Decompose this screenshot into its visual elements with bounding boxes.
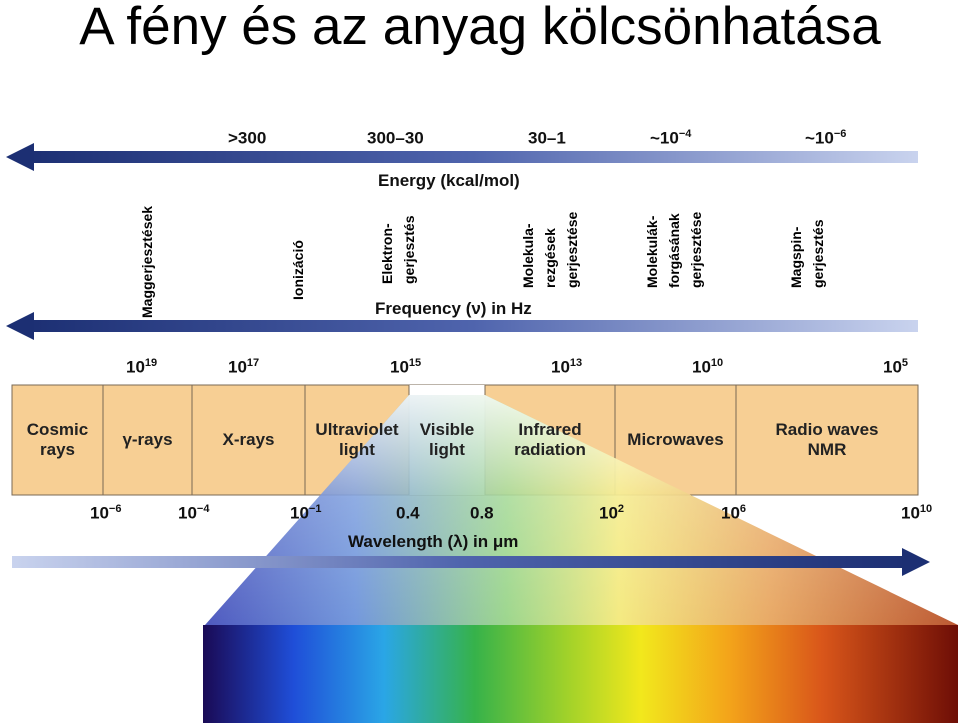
page-title: A fény és az anyag kölcsönhatása — [79, 0, 881, 56]
wavelength-tick: 106 — [721, 503, 747, 523]
frequency-arrow — [6, 312, 918, 340]
frequency-tick: 1010 — [692, 357, 724, 377]
frequency-tick: 1015 — [390, 357, 422, 377]
band-x-rays: X-rays — [222, 430, 275, 449]
excitation-label-nuclear-spin: Magspin- gerjesztés — [788, 219, 826, 288]
excitation-label-ionization: Ionizáció — [290, 240, 306, 300]
wavelength-tick: 10−4 — [178, 503, 210, 523]
wavelength-tick: 10−6 — [90, 503, 122, 523]
energy-value-3: 30–1 — [528, 128, 566, 148]
energy-arrow — [6, 143, 918, 171]
energy-value-1: >300 — [228, 128, 267, 148]
wavelength-tick: 0.8 — [470, 503, 494, 523]
excitation-label-rotation: Molekulák- forgásának gerjesztése — [644, 211, 704, 288]
excitation-label-nuclear: Maggerjesztések — [139, 205, 155, 318]
band-cosmic-rays: Cosmic rays — [26, 420, 89, 459]
wavelength-axis-label: Wavelength (λ) in μm — [348, 532, 519, 551]
band-ultraviolet: Ultraviolet light — [315, 420, 399, 459]
energy-value-4: ~10−4 — [650, 128, 692, 148]
wavelength-tick: 1010 — [901, 503, 933, 523]
frequency-tick: 105 — [883, 357, 909, 377]
band-infrared: Infrared radiation — [514, 420, 586, 459]
wavelength-tick: 0.4 — [396, 503, 420, 523]
energy-value-2: 300–30 — [367, 128, 424, 148]
wavelength-tick: 102 — [599, 503, 625, 523]
frequency-tick: 1019 — [126, 357, 158, 377]
band-gamma-rays: γ-rays — [122, 430, 173, 449]
frequency-tick: 1017 — [228, 357, 260, 377]
band-microwaves: Microwaves — [627, 430, 724, 449]
visible-spectrum-bar — [203, 625, 958, 723]
energy-value-5: ~10−6 — [805, 128, 847, 148]
wavelength-arrow — [12, 548, 930, 576]
excitation-label-vibration: Molekula- rezgések gerjesztése — [520, 211, 580, 288]
frequency-axis-label: Frequency (ν) in Hz — [375, 299, 532, 318]
frequency-tick: 1013 — [551, 357, 583, 377]
band-visible: Visible light — [419, 420, 475, 459]
energy-axis-label: Energy (kcal/mol) — [378, 171, 520, 190]
excitation-label-electron: Elektron- gerjesztés — [379, 215, 417, 284]
band-radio-waves: Radio waves NMR — [775, 420, 879, 459]
wavelength-tick: 10−1 — [290, 503, 322, 523]
